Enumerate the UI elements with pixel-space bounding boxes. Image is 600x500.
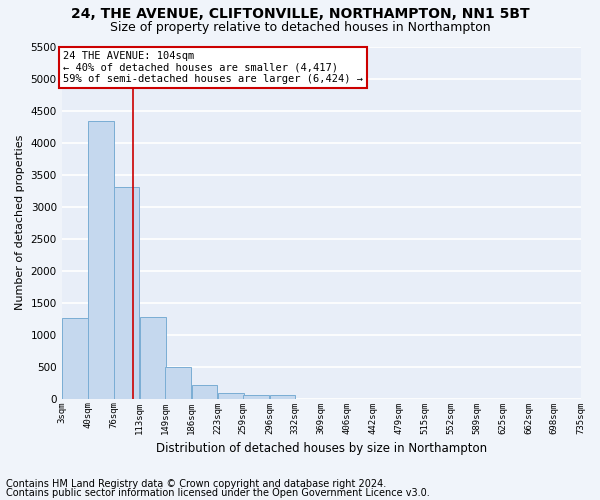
Y-axis label: Number of detached properties: Number of detached properties: [15, 135, 25, 310]
Bar: [62, 318, 88, 398]
Bar: [218, 393, 244, 398]
Bar: [191, 385, 217, 398]
Bar: [166, 368, 191, 398]
Bar: [113, 188, 139, 398]
Text: Size of property relative to detached houses in Northampton: Size of property relative to detached ho…: [110, 21, 490, 34]
X-axis label: Distribution of detached houses by size in Northampton: Distribution of detached houses by size …: [155, 442, 487, 455]
Text: Contains public sector information licensed under the Open Government Licence v3: Contains public sector information licen…: [6, 488, 430, 498]
Text: 24, THE AVENUE, CLIFTONVILLE, NORTHAMPTON, NN1 5BT: 24, THE AVENUE, CLIFTONVILLE, NORTHAMPTO…: [71, 8, 529, 22]
Bar: [88, 121, 114, 398]
Bar: [243, 395, 269, 398]
Bar: [140, 316, 166, 398]
Bar: [269, 396, 295, 398]
Text: Contains HM Land Registry data © Crown copyright and database right 2024.: Contains HM Land Registry data © Crown c…: [6, 479, 386, 489]
Text: 24 THE AVENUE: 104sqm
← 40% of detached houses are smaller (4,417)
59% of semi-d: 24 THE AVENUE: 104sqm ← 40% of detached …: [63, 51, 363, 84]
